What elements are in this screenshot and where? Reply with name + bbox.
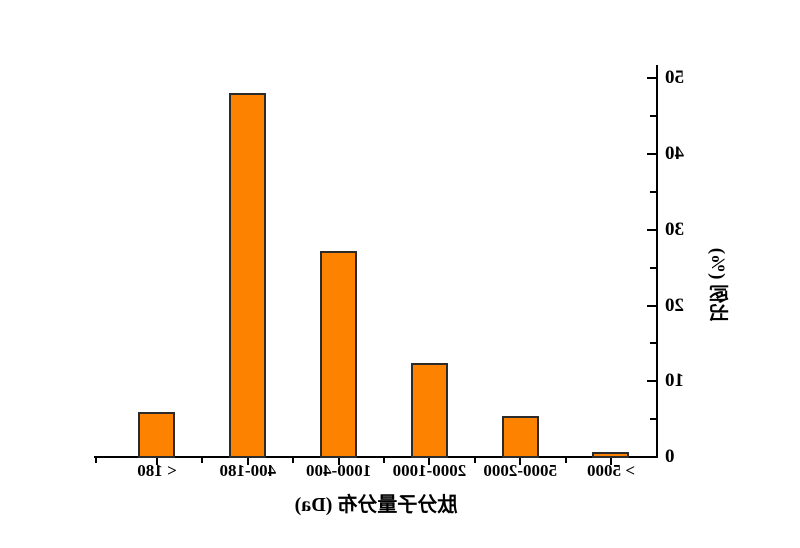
bar-5	[229, 93, 267, 458]
x-axis-title: 肽分子量分布 (Da)	[294, 494, 458, 516]
y-major-tick	[647, 77, 656, 80]
y-tick-label: 0	[665, 446, 675, 467]
y-major-tick	[647, 380, 656, 383]
bar-3	[410, 363, 448, 458]
y-minor-tick	[650, 342, 656, 345]
y-tick-label: 10	[665, 370, 684, 392]
bar-4	[320, 251, 358, 458]
y-major-tick	[647, 153, 656, 156]
y-minor-tick	[650, 266, 656, 269]
bar-6	[138, 412, 176, 458]
y-minor-tick	[650, 190, 656, 193]
x-axis-line	[94, 456, 658, 458]
y-tick-label: 40	[665, 143, 684, 165]
y-major-tick	[647, 456, 656, 458]
y-major-tick	[647, 304, 656, 307]
y-minor-tick	[650, 418, 656, 421]
bar-2	[501, 416, 539, 458]
y-major-tick	[647, 228, 656, 231]
bar-1	[592, 452, 630, 458]
y-minor-tick	[650, 115, 656, 118]
y-tick-label: 20	[665, 294, 684, 316]
y-axis-line	[656, 65, 658, 458]
x-category-label: < 180	[137, 461, 177, 480]
y-axis-title: 比例 (%)	[707, 247, 728, 323]
y-tick-label: 30	[665, 218, 684, 240]
x-minor-tick	[95, 458, 97, 463]
y-tick-label: 50	[665, 67, 684, 89]
